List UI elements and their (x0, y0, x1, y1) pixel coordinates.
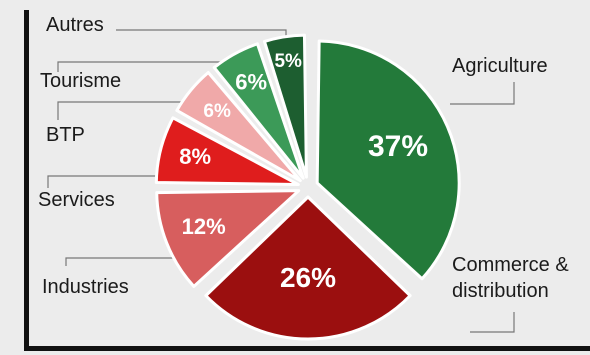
pie-slice-autres (262, 33, 308, 179)
pie-slice-tourisme (212, 42, 305, 180)
category-label-autres: Autres (46, 14, 104, 36)
slice-value-label-tourisme: 6% (235, 69, 267, 94)
leader-line-commerce-distribution (470, 312, 515, 333)
frame-left-border (24, 10, 29, 350)
leader-line-tourisme (57, 61, 230, 72)
category-label-btp: BTP (46, 124, 85, 146)
pie-slice-commerce-distribution (204, 195, 412, 341)
frame-bottom-border (24, 346, 590, 351)
slice-value-label-services: 8% (179, 144, 211, 169)
slice-value-label-agriculture: 37% (368, 130, 428, 163)
category-label-commerce-distribution: Commerce & distribution (452, 254, 569, 302)
leader-line-services (47, 175, 176, 188)
leader-line-industries (65, 257, 205, 266)
pie-slice-btp (175, 70, 302, 183)
slice-value-label-commerce-distribution: 26% (280, 262, 336, 293)
leader-line-autres (116, 29, 287, 40)
pie-slice-services (154, 116, 300, 187)
category-label-tourisme: Tourisme (40, 70, 121, 92)
category-label-services: Services (38, 189, 115, 211)
category-label-agriculture: Agriculture (452, 55, 548, 77)
category-label-industries: Industries (42, 276, 129, 298)
slice-value-label-btp: 6% (203, 101, 231, 122)
pie-slice-industries (155, 189, 301, 288)
slice-value-label-autres: 5% (274, 51, 302, 72)
pie-slice-agriculture (315, 39, 461, 281)
leader-line-btp (57, 101, 205, 120)
slice-value-label-industries: 12% (182, 214, 226, 239)
leader-line-agriculture (450, 82, 515, 105)
